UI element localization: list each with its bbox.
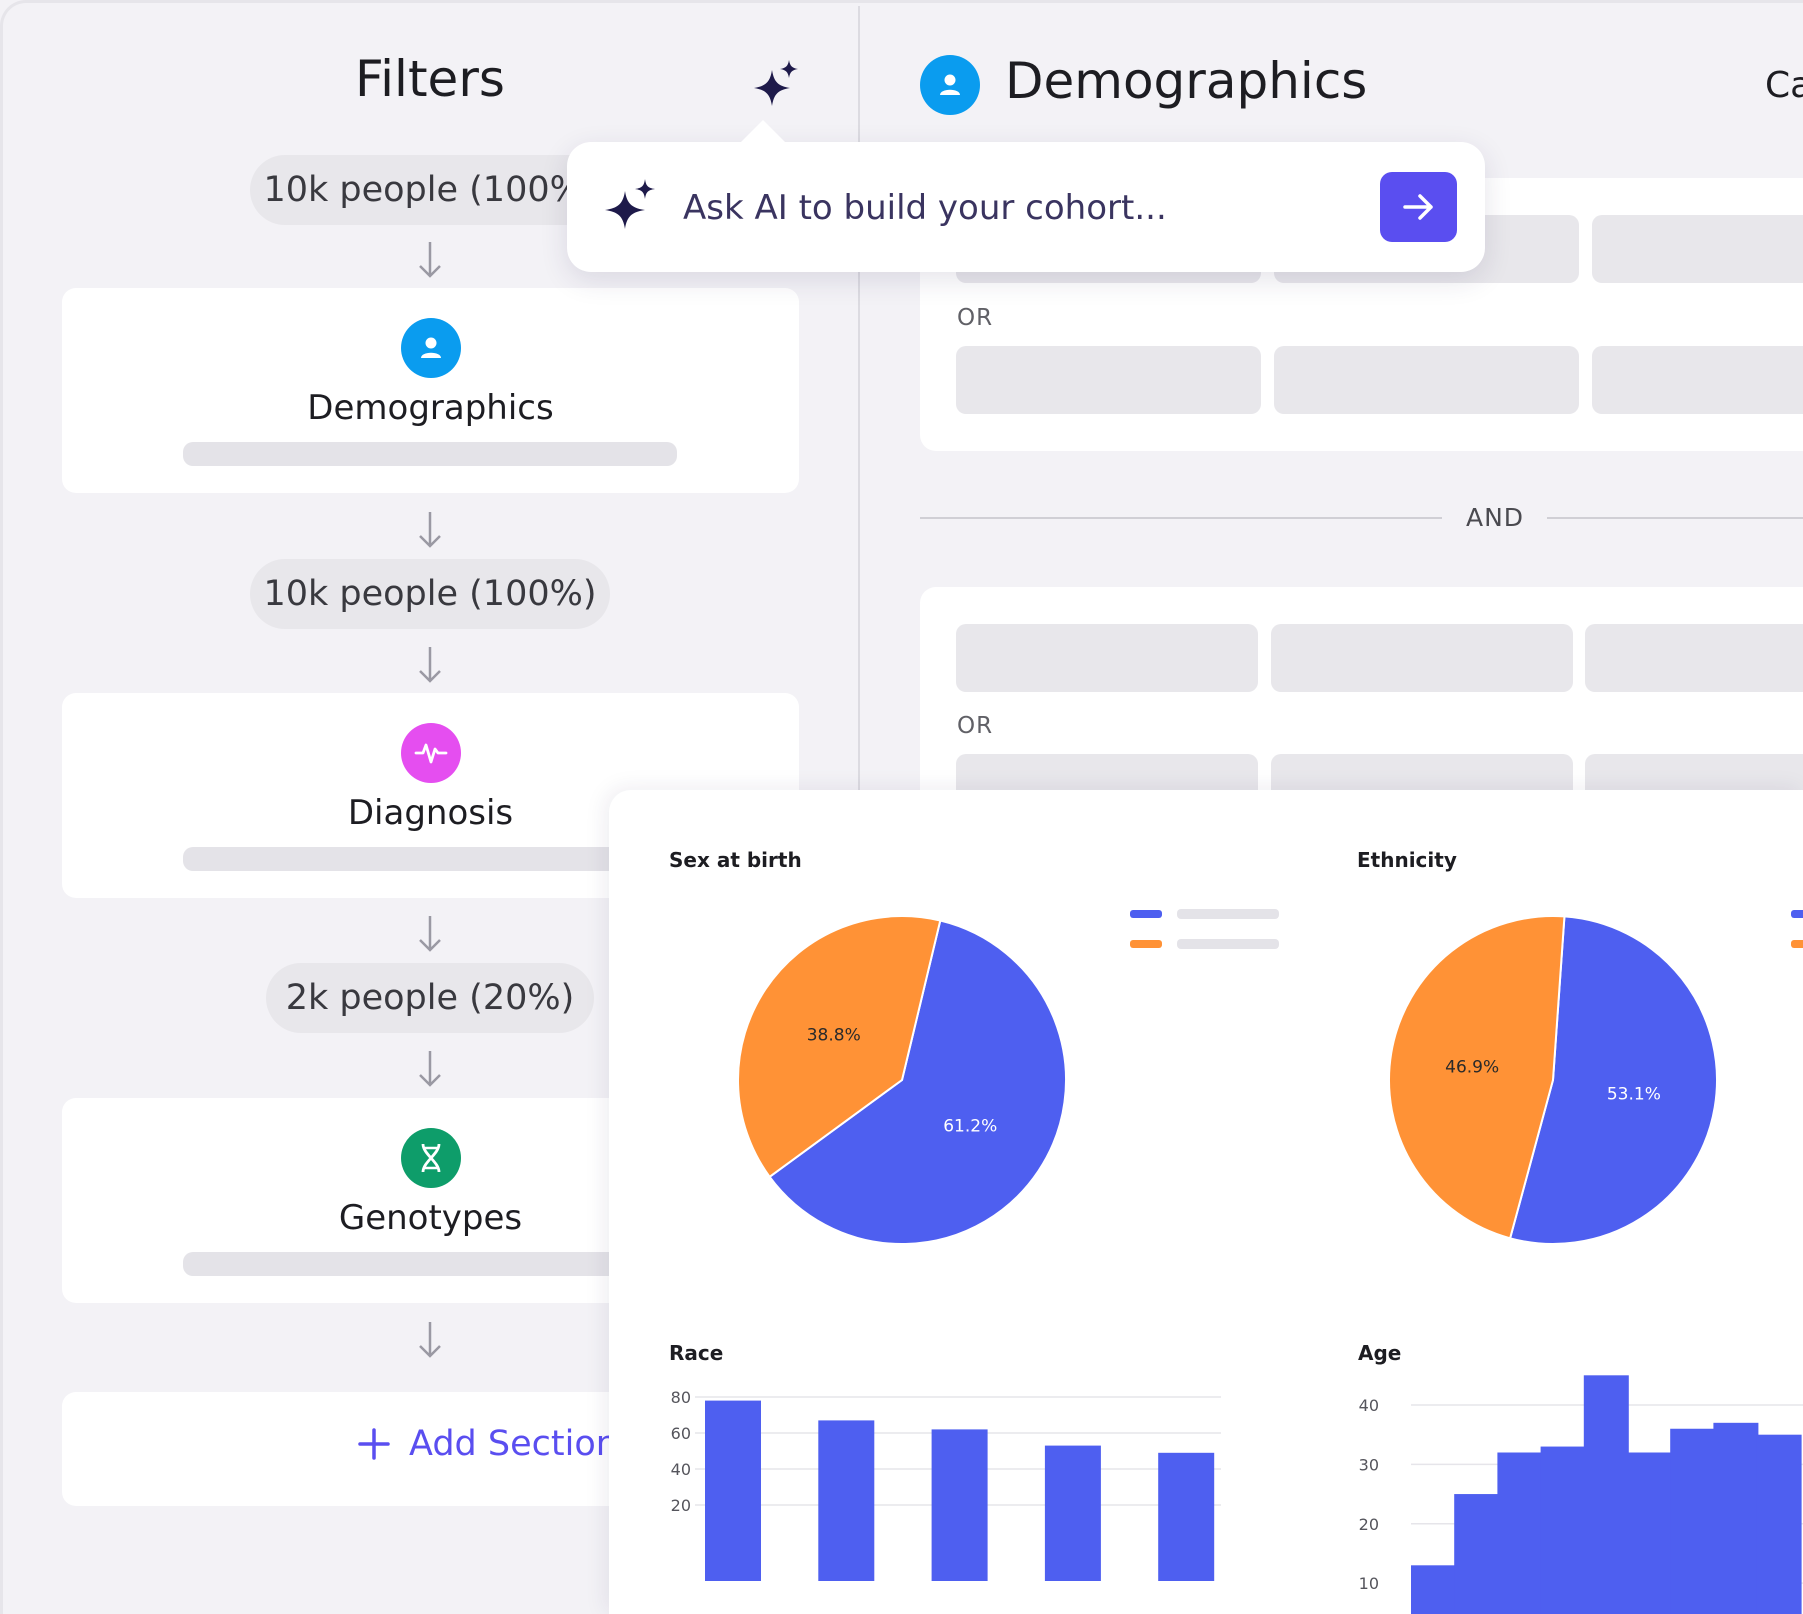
- pie-slice: [768, 919, 1067, 1245]
- sparkle-icon: [754, 60, 798, 106]
- count-pill: 10k people (100%): [250, 559, 610, 629]
- legend-placeholder: [1177, 939, 1279, 949]
- bar: [931, 1429, 988, 1581]
- plus-icon: [358, 1428, 390, 1460]
- arrow-down-icon: [419, 1322, 441, 1358]
- bar: [1497, 1452, 1543, 1614]
- placeholder-bar: [183, 1252, 677, 1276]
- legend-swatch: [1130, 910, 1162, 918]
- charts-canvas: 61.2% 38.8% 53.1% 46.9% 20 40 60 80 10 20 30 40: [671, 915, 1803, 1614]
- section-title: Genotypes: [338, 1198, 523, 1238]
- bar: [1454, 1494, 1500, 1614]
- skeleton-field: [956, 624, 1258, 692]
- chart-title: Race: [669, 1341, 724, 1365]
- y-tick-label: 30: [1359, 1455, 1379, 1474]
- bar: [1411, 1565, 1456, 1614]
- bar: [1540, 1446, 1586, 1614]
- pie-slice-label: 46.9%: [1445, 1057, 1499, 1077]
- bar: [818, 1420, 875, 1581]
- and-label: AND: [1466, 503, 1525, 532]
- legend-swatch: [1791, 910, 1803, 918]
- bar: [1670, 1428, 1716, 1614]
- bar: [1044, 1445, 1101, 1581]
- ai-prompt-input[interactable]: [683, 178, 1323, 238]
- add-section-label: Add Section: [409, 1424, 618, 1464]
- arrow-down-icon: [419, 916, 441, 952]
- popover-caret: [739, 120, 787, 144]
- arrow-down-icon: [419, 647, 441, 683]
- bar: [1627, 1452, 1672, 1614]
- arrow-down-icon: [419, 242, 441, 278]
- chart-title: Ethnicity: [1357, 848, 1457, 872]
- y-tick-label: 20: [671, 1496, 691, 1515]
- sparkle-icon: [605, 179, 655, 229]
- bar: [1713, 1422, 1759, 1614]
- ai-send-button[interactable]: [1380, 172, 1457, 242]
- chart-title: Age: [1358, 1341, 1402, 1365]
- y-tick-label: 40: [1359, 1396, 1379, 1415]
- y-tick-label: 60: [671, 1424, 691, 1443]
- section-title: Demographics: [307, 388, 554, 428]
- skeleton-field: [1274, 346, 1579, 414]
- legend-swatch: [1791, 940, 1803, 948]
- chart-title: Sex at birth: [669, 848, 802, 872]
- count-pill: 2k people (20%): [266, 963, 594, 1033]
- pie-slice: [737, 915, 942, 1179]
- divider-line: [1547, 517, 1803, 519]
- skeleton-field: [1592, 346, 1803, 414]
- skeleton-field: [1592, 215, 1803, 283]
- section-card-demographics[interactable]: Demographics: [62, 288, 799, 493]
- charts-panel: Sex at birth Ethnicity Race Age 61.2% 38.…: [609, 790, 1803, 1614]
- pie-slice: [1508, 915, 1718, 1245]
- placeholder-bar: [183, 847, 677, 871]
- pie-slice-label: 38.8%: [807, 1026, 861, 1046]
- skeleton-field: [1585, 624, 1803, 692]
- skeleton-field: [1271, 624, 1573, 692]
- placeholder-bar: [183, 442, 677, 466]
- ai-prompt-popover: [567, 120, 1485, 272]
- section-card-diagnosis[interactable]: Diagnosis: [62, 693, 799, 898]
- pulse-icon: [401, 723, 461, 783]
- bar: [1583, 1375, 1629, 1614]
- legend-placeholder: [1177, 909, 1279, 919]
- cut-off-label: Ca: [1765, 65, 1803, 106]
- y-tick-label: 20: [1359, 1515, 1379, 1534]
- or-label: OR: [957, 305, 994, 331]
- detail-title: Demographics: [1005, 52, 1368, 110]
- bar: [1756, 1434, 1802, 1614]
- y-tick-label: 80: [671, 1388, 691, 1407]
- arrow-right-icon: [1402, 194, 1433, 220]
- count-pill: 10k people (100%): [250, 155, 610, 225]
- ai-sparkle-button[interactable]: [752, 60, 802, 110]
- divider-line: [920, 517, 1442, 519]
- or-label: OR: [957, 713, 994, 739]
- section-title: Diagnosis: [347, 793, 514, 833]
- bar: [705, 1400, 761, 1581]
- filters-title: Filters: [355, 50, 505, 108]
- arrow-down-icon: [419, 512, 441, 548]
- person-icon: [920, 55, 980, 115]
- pie-slice-label: 61.2%: [943, 1116, 997, 1136]
- dna-icon: [401, 1128, 461, 1188]
- pie-slice-label: 53.1%: [1607, 1085, 1661, 1105]
- bar: [1158, 1452, 1215, 1581]
- skeleton-field: [956, 346, 1261, 414]
- y-tick-label: 10: [1359, 1574, 1379, 1593]
- pie-slice: [1388, 915, 1566, 1240]
- person-icon: [401, 318, 461, 378]
- legend-swatch: [1130, 940, 1162, 948]
- y-tick-label: 40: [671, 1460, 691, 1479]
- arrow-down-icon: [419, 1051, 441, 1087]
